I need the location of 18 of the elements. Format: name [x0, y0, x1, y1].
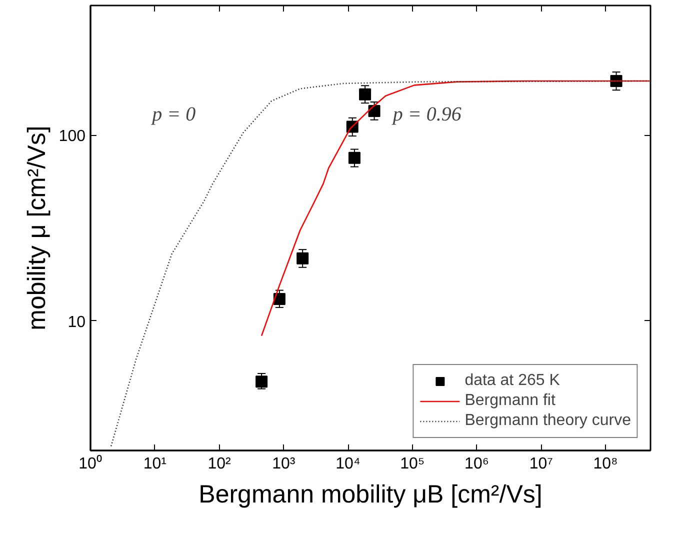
x-tick-label: 10⁴	[336, 456, 360, 472]
x-tick-label: 10¹	[143, 456, 166, 472]
x-tick-label: 10²	[208, 456, 232, 472]
annotation: p = 0	[150, 104, 196, 126]
y-tick-label: 100	[58, 128, 86, 146]
legend-label: Bergmann fit	[464, 392, 556, 410]
x-tick-label: 10⁷	[529, 456, 554, 472]
annotation: p = 0.96	[390, 104, 462, 126]
x-tick-label: 10⁸	[593, 456, 618, 472]
x-axis-title: Bergmann mobility μB [cm²/Vs]	[198, 480, 542, 508]
x-tick-label: 10⁵	[400, 456, 425, 472]
x-tick-label: 10⁶	[464, 456, 489, 472]
y-tick-label: 10	[68, 314, 86, 331]
y-axis-title: mobility μ [cm²/Vs]	[22, 126, 51, 330]
legend-label: Bergmann theory curve	[464, 412, 631, 430]
x-tick-label: 10⁰	[78, 454, 102, 472]
x-tick-label: 10³	[272, 456, 296, 472]
legend-label: data at 265 K	[464, 372, 560, 390]
